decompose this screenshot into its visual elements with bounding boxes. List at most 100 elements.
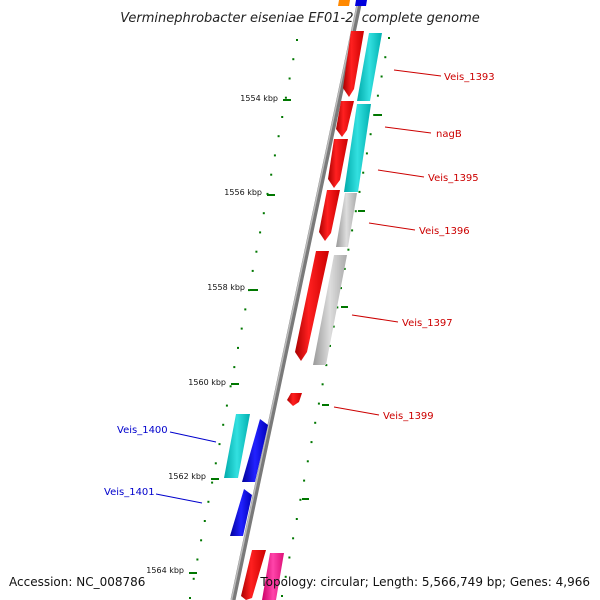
scale-ticks-right xyxy=(302,114,382,500)
scale-dot xyxy=(369,133,372,136)
scale-dot xyxy=(317,402,320,405)
scale-dot xyxy=(329,344,331,347)
scale-dot xyxy=(214,462,217,465)
scale-dot xyxy=(266,192,269,195)
scale-dot xyxy=(233,366,236,369)
scale-dot xyxy=(325,364,328,367)
gene-veis-1399[interactable] xyxy=(287,393,302,406)
scale-dot xyxy=(303,479,306,482)
scale-dot xyxy=(270,173,273,176)
gene-feature-blue[interactable] xyxy=(355,0,367,6)
callout-line xyxy=(377,169,425,178)
gene-veis-1393[interactable] xyxy=(343,31,364,97)
scale-dot xyxy=(211,481,214,484)
callout-line xyxy=(384,126,432,134)
scale-dot xyxy=(365,152,368,155)
tick-label: 1554 kbp xyxy=(240,94,278,103)
scale-dot xyxy=(321,383,324,386)
callout-line xyxy=(155,493,203,504)
gene-feature-pink[interactable] xyxy=(262,553,284,600)
scale-dot xyxy=(229,385,232,388)
gene-label-veis-1400[interactable]: Veis_1400 xyxy=(117,425,168,436)
tick-mark xyxy=(322,404,329,406)
scale-dot xyxy=(332,325,335,328)
scale-dot xyxy=(262,212,265,215)
tick-mark xyxy=(302,498,309,500)
gene-label-veis-1393[interactable]: Veis_1393 xyxy=(444,72,495,83)
cds-veis-1393[interactable] xyxy=(357,33,382,101)
gene-label-veis-1401[interactable]: Veis_1401 xyxy=(104,487,155,498)
gene-feature-orange[interactable] xyxy=(338,0,350,6)
scale-dot xyxy=(284,96,287,99)
scale-dot xyxy=(380,75,383,78)
gene-nagb[interactable] xyxy=(336,101,354,137)
scale-dot xyxy=(384,56,387,59)
scale-dot xyxy=(299,498,302,501)
callout-line xyxy=(351,314,399,323)
scale-dot xyxy=(296,39,298,41)
gene-feature-red[interactable] xyxy=(241,550,266,600)
gene-label-veis-1395[interactable]: Veis_1395 xyxy=(428,173,479,184)
scale-dot xyxy=(203,520,206,522)
gene-veis-1397[interactable] xyxy=(295,251,329,361)
scale-dot xyxy=(376,94,379,97)
scale-dots-right xyxy=(281,37,390,597)
tick-mark xyxy=(211,478,219,480)
gene-label-nagb[interactable]: nagB xyxy=(436,129,462,140)
scale-dot xyxy=(251,269,254,272)
scale-dot xyxy=(284,575,287,578)
tick-mark xyxy=(283,99,291,101)
callout-line xyxy=(393,69,442,77)
scale-dot xyxy=(259,231,262,234)
tick-mark xyxy=(250,289,258,291)
tick-mark xyxy=(358,210,365,212)
accession-text: Accession: NC_008786 xyxy=(9,575,145,589)
scale-dot xyxy=(248,289,250,292)
scale-dot xyxy=(244,308,247,311)
tick-mark xyxy=(189,572,197,574)
scale-dot xyxy=(277,135,280,138)
scale-dot xyxy=(292,58,295,61)
scale-ticks xyxy=(189,99,291,574)
scale-dot xyxy=(314,421,317,424)
tick-label: 1558 kbp xyxy=(207,283,245,292)
gene-veis-1400[interactable] xyxy=(242,419,268,482)
scale-dot xyxy=(295,518,298,520)
scale-dot xyxy=(340,287,342,290)
scale-dot xyxy=(362,171,365,174)
cds-veis-1400[interactable] xyxy=(224,414,250,478)
scale-dot xyxy=(207,500,210,503)
map-title: Verminephrobacter eiseniae EF01-2, compl… xyxy=(120,11,479,26)
gene-veis-1396[interactable] xyxy=(319,190,340,241)
scale-dot xyxy=(281,595,283,597)
scale-dot xyxy=(358,190,361,193)
scale-dot xyxy=(310,441,313,444)
tick-mark xyxy=(267,194,275,196)
scale-dot xyxy=(347,248,350,251)
scale-dot xyxy=(306,460,309,463)
cds-veis-1396[interactable] xyxy=(336,193,357,247)
genome-backbone-highlight xyxy=(230,0,360,600)
callout-line xyxy=(169,431,217,443)
scale-dot xyxy=(288,556,291,559)
scale-dot xyxy=(192,577,195,580)
tick-label: 1556 kbp xyxy=(224,188,262,197)
gene-veis-1395[interactable] xyxy=(328,139,348,188)
scale-dot xyxy=(200,539,203,542)
scale-dot xyxy=(354,210,357,213)
tick-mark xyxy=(231,383,239,385)
gene-veis-1401[interactable] xyxy=(230,489,252,536)
scale-dot xyxy=(240,327,243,330)
gene-label-veis-1397[interactable]: Veis_1397 xyxy=(402,318,453,329)
callout-line xyxy=(368,222,416,231)
gene-label-veis-1399[interactable]: Veis_1399 xyxy=(383,411,434,422)
gene-label-veis-1396[interactable]: Veis_1396 xyxy=(419,226,470,237)
cds-nagb-veis-1395[interactable] xyxy=(344,104,371,192)
scale-dot xyxy=(373,114,376,116)
scale-dot xyxy=(343,267,346,270)
scale-dot xyxy=(281,116,284,118)
scale-dot xyxy=(222,423,225,426)
cds-veis-1397[interactable] xyxy=(313,255,347,365)
tick-mark xyxy=(341,306,348,308)
